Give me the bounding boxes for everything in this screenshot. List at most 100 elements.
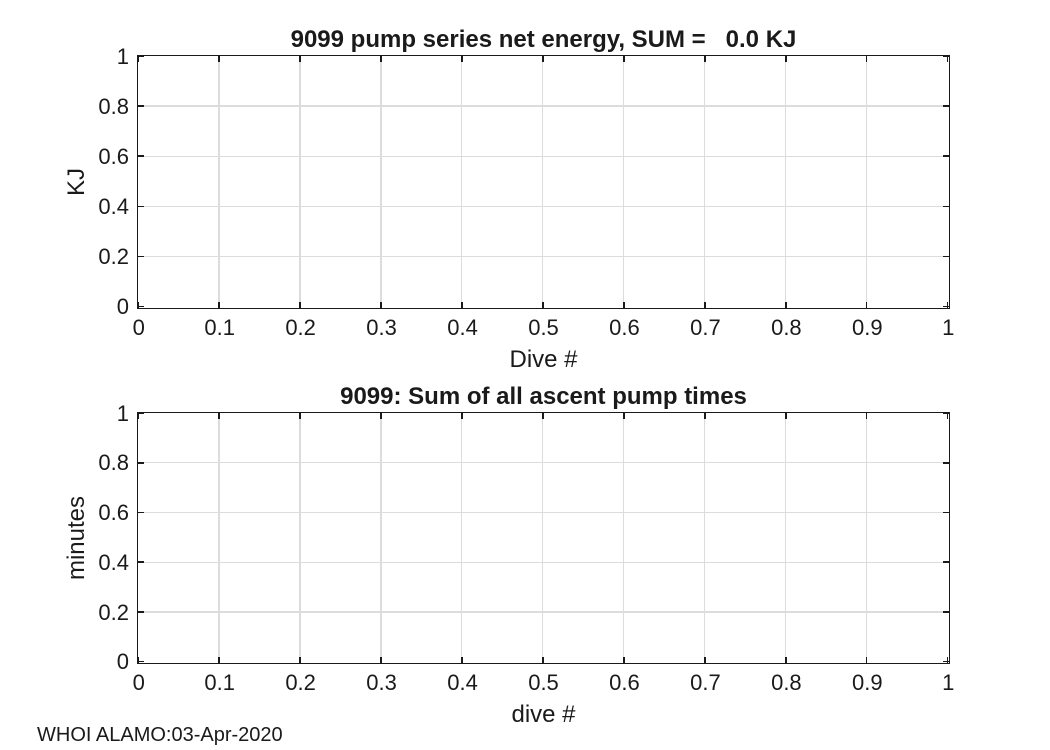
y-tick-label: 0.8 [98, 450, 129, 476]
gridline-vertical [461, 413, 463, 663]
x-tick-label: 1 [942, 315, 955, 340]
x-tick-mark [299, 657, 301, 663]
y-tick-mark [943, 461, 949, 464]
plot-area [137, 412, 950, 664]
x-tick-label: 0.8 [771, 315, 802, 340]
y-tick-label: 0 [116, 649, 129, 675]
x-tick-label: 0.2 [285, 670, 316, 695]
x-tick-label: 0.3 [366, 670, 397, 695]
x-tick-mark [703, 657, 706, 663]
x-tick-label: 0.5 [528, 670, 559, 695]
x-tick-label: 0.8 [771, 670, 802, 695]
x-tick-mark [703, 302, 706, 308]
gridline-vertical [380, 56, 382, 308]
y-tick-mark [943, 205, 949, 208]
x-tick-label: 0.6 [609, 315, 640, 340]
x-tick-mark [218, 56, 220, 62]
gridline-vertical [299, 56, 301, 308]
x-tick-label: 0.4 [447, 315, 478, 340]
x-tick-label: 0.3 [366, 315, 397, 340]
x-tick-mark [218, 413, 220, 419]
x-tick-mark [218, 657, 220, 663]
y-tick-mark [943, 105, 949, 107]
x-tick-label: 0.4 [447, 670, 478, 695]
gridline-vertical [542, 56, 544, 308]
x-tick-mark [703, 56, 706, 62]
gridline-vertical [785, 413, 787, 663]
x-tick-label: 0 [132, 670, 145, 695]
chart-title: 9099: Sum of all ascent pump times [340, 383, 747, 410]
x-tick-mark [299, 56, 301, 62]
y-tick-mark [943, 255, 949, 258]
chart-title: 9099 pump series net energy, SUM = 0.0 K… [290, 26, 797, 53]
y-tick-mark [138, 255, 144, 258]
x-tick-mark [784, 657, 787, 663]
x-tick-mark [137, 56, 139, 62]
x-tick-label: 0.6 [609, 670, 640, 695]
x-tick-label: 0.7 [690, 315, 721, 340]
y-tick-label: 0 [116, 294, 129, 320]
gridline-vertical [461, 56, 463, 308]
x-tick-mark [865, 413, 868, 419]
y-tick-mark [943, 511, 949, 514]
x-tick-label: 0.7 [690, 670, 721, 695]
x-tick-label: 0.9 [852, 670, 883, 695]
x-tick-mark [865, 657, 868, 663]
x-tick-label: 0.2 [285, 315, 316, 340]
y-tick-label: 0.4 [98, 194, 129, 220]
y-tick-label: 0.8 [98, 93, 129, 119]
gridline-horizontal [138, 155, 949, 157]
y-tick-label: 0.6 [98, 500, 129, 526]
x-tick-mark [299, 413, 301, 419]
x-tick-mark [380, 413, 382, 419]
x-tick-mark [460, 657, 463, 663]
gridline-horizontal [138, 205, 949, 207]
gridline-horizontal [138, 462, 949, 464]
y-tick-mark [138, 412, 144, 414]
x-tick-mark [784, 56, 787, 62]
x-tick-mark [541, 657, 544, 663]
y-tick-label: 0.2 [98, 244, 129, 270]
x-tick-mark [703, 413, 706, 419]
y-tick-mark [138, 205, 144, 208]
y-tick-mark [138, 511, 144, 514]
y-tick-mark [138, 611, 144, 613]
x-tick-label: 0.9 [852, 315, 883, 340]
gridline-vertical [218, 56, 220, 308]
y-tick-mark [943, 561, 949, 563]
x-tick-mark [946, 56, 949, 62]
x-tick-mark [784, 413, 787, 419]
y-tick-label: 1 [116, 43, 129, 69]
x-tick-label: 0 [132, 315, 145, 340]
y-tick-mark [943, 611, 949, 613]
gridline-vertical [218, 413, 220, 663]
gridline-horizontal [138, 511, 949, 514]
x-axis-label: Dive # [509, 346, 578, 373]
y-tick-mark [138, 660, 144, 663]
y-tick-label: 0.2 [98, 599, 129, 625]
x-tick-mark [460, 413, 463, 419]
x-tick-label: 0.1 [204, 670, 235, 695]
y-tick-mark [943, 412, 949, 414]
gridline-vertical [865, 413, 868, 663]
x-tick-mark [622, 56, 625, 62]
x-tick-label: 0.1 [204, 315, 235, 340]
y-tick-label: 0.6 [98, 143, 129, 169]
gridline-vertical [865, 56, 868, 308]
y-tick-mark [943, 155, 949, 158]
y-tick-mark [943, 305, 949, 308]
x-tick-mark [622, 413, 625, 419]
y-tick-mark [138, 305, 144, 308]
gridline-vertical [623, 413, 625, 663]
y-tick-mark [138, 561, 144, 563]
plot-area [137, 55, 950, 309]
x-tick-label: 1 [942, 670, 955, 695]
gridline-horizontal [138, 561, 949, 563]
x-tick-mark [137, 302, 139, 308]
y-tick-mark [943, 55, 949, 57]
gridline-horizontal [138, 105, 949, 107]
y-tick-mark [138, 155, 144, 158]
